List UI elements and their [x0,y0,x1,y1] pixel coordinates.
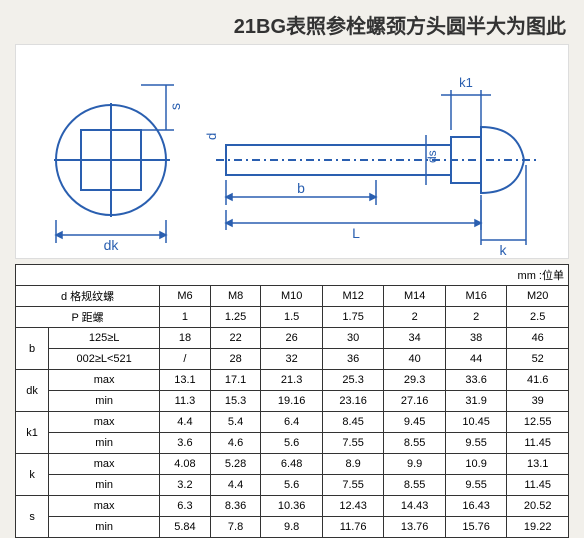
label-k: k [500,242,508,258]
label-dk: dk [104,237,120,253]
unit-label: mm :位单 [16,265,569,286]
label-ds: ds [425,150,439,163]
label-L: L [352,225,360,241]
label-d: d [204,133,219,140]
k-row-max: k max 4.08 5.28 6.48 8.9 9.9 10.9 13.1 [16,454,569,475]
page-title: 21BG表照参栓螺颈方头圆半大为图此 [0,0,584,39]
s-row-min: min 5.84 7.8 9.8 11.76 13.76 15.76 19.22 [16,517,569,538]
label-k1: k1 [459,75,473,90]
dk-row-max: dk max 13.1 17.1 21.3 25.3 29.3 33.6 41.… [16,370,569,391]
label-b: b [297,180,305,196]
header-row: d 格规纹螺 M6 M8 M10 M12 M14 M16 M20 [16,286,569,307]
s-row-max: s max 6.3 8.36 10.36 12.43 14.43 16.43 2… [16,496,569,517]
b-row-2: 002≥L<521 / 28 32 36 40 44 52 [16,349,569,370]
b-row-1: b 125≥L 18 22 26 30 34 38 46 [16,328,569,349]
thread-spec-label: d 格规纹螺 [16,286,160,307]
dk-row-min: min 11.3 15.3 19.16 23.16 27.16 31.9 39 [16,391,569,412]
k-row-min: min 3.2 4.4 5.6 7.55 8.55 9.55 11.45 [16,475,569,496]
k1-row-max: k1 max 4.4 5.4 6.4 8.45 9.45 10.45 12.55 [16,412,569,433]
parameter-table-wrap: mm :位单 d 格规纹螺 M6 M8 M10 M12 M14 M16 M20 … [15,264,569,538]
label-s: s [167,103,183,110]
parameter-table: mm :位单 d 格规纹螺 M6 M8 M10 M12 M14 M16 M20 … [15,264,569,538]
pitch-row: P 距螺 1 1.25 1.5 1.75 2 2 2.5 [16,307,569,328]
k1-row-min: min 3.6 4.6 5.6 7.55 8.55 9.55 11.45 [16,433,569,454]
bolt-diagram: dk s [15,44,569,259]
